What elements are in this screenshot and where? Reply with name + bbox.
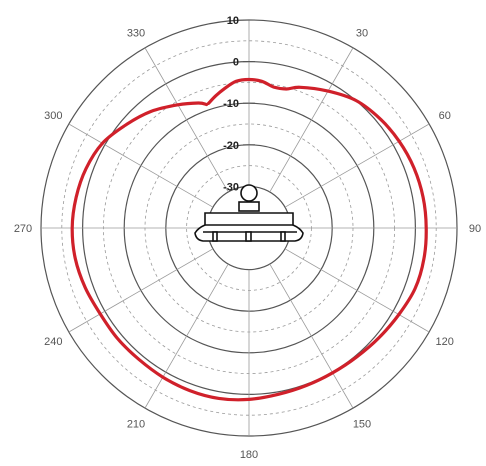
angle-tick-label: 150 <box>353 419 371 431</box>
angle-tick-label: 300 <box>44 110 62 122</box>
angle-tick-label: 90 <box>469 223 481 235</box>
radial-tick-label: 10 <box>227 15 239 27</box>
angle-tick-label: 60 <box>439 110 451 122</box>
angle-tick-label: 30 <box>356 27 368 39</box>
angle-tick-label: 180 <box>240 449 258 461</box>
ceiling-mount-antenna-icon <box>194 184 304 242</box>
angle-gridline-7 <box>144 263 229 409</box>
radial-tick-label: -20 <box>223 140 239 152</box>
angle-tick-labels: 30 60 90 120 150 180 210 240 270 300 330 <box>14 27 481 461</box>
angle-gridline-8 <box>68 248 214 333</box>
angle-gridline-1 <box>269 47 354 193</box>
angle-tick-label: 240 <box>44 336 62 348</box>
radial-tick-label: 0 <box>233 57 239 69</box>
radiation-pattern-series <box>70 77 428 402</box>
radial-tick-labels: 10 0 -10 -20 -30 <box>223 15 255 193</box>
angle-tick-label: 270 <box>14 223 32 235</box>
angle-tick-label: 120 <box>436 336 454 348</box>
angle-gridline-4 <box>284 248 430 333</box>
angle-gridline-2 <box>284 123 430 208</box>
radial-tick-label: -10 <box>223 98 239 110</box>
angle-gridline-11 <box>144 47 229 193</box>
angle-tick-label: 330 <box>127 27 145 39</box>
angle-gridline-5 <box>269 263 354 409</box>
series-line-0 <box>70 77 428 402</box>
angle-gridline-10 <box>68 123 214 208</box>
angle-tick-label: 210 <box>127 419 145 431</box>
radial-tick-label: -30 <box>223 181 239 193</box>
